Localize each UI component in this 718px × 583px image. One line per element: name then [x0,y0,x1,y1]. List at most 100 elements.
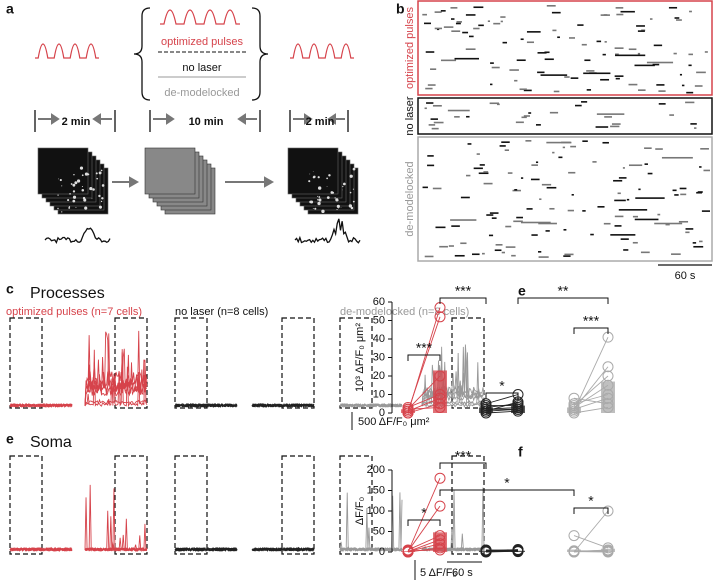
condition: no laser [182,62,221,74]
raster-event [488,234,494,237]
raster-event [523,115,531,117]
raster-event [696,71,706,74]
sig-label: *** [416,340,433,356]
y-tick-label: 100 [367,505,385,517]
cell-line [573,384,609,408]
trace [9,403,73,408]
raster-event [535,161,539,164]
cell-speck [336,204,340,208]
raster-event [671,253,681,255]
raster-event [632,215,638,218]
cell-speck [73,173,75,176]
pulse-train [290,43,354,59]
cell-point [434,530,446,542]
raster-event [440,59,457,62]
trace [9,546,73,552]
raster-event [500,16,506,18]
sig-bracket [517,297,609,304]
raster-event [425,51,435,53]
raster-event [562,146,566,149]
cell-speck [318,198,322,202]
raster-event [439,245,448,248]
raster-event [563,228,567,231]
raster-event [549,111,559,114]
cell-speck [92,188,95,191]
raster-event [473,167,483,170]
y-tick-label: 200 [367,464,385,476]
raster-event [513,220,523,223]
raster-event [685,228,694,230]
raster-event [567,209,574,212]
cell-speck [76,179,81,183]
raster-event [538,251,542,253]
cell-point [434,472,446,484]
raster-event [436,28,440,31]
cell-line [573,375,609,406]
raster-event [520,177,524,179]
raster-event [638,89,646,91]
cell-line [485,401,519,412]
brace [133,7,151,101]
raster-event [582,140,588,142]
cell-point [434,311,446,323]
raster-event [489,212,499,214]
raster-event [654,222,683,225]
raster-event [435,226,446,229]
time-window [451,455,485,555]
cell-point [602,361,614,373]
raster-event [604,41,607,43]
raster-event [530,178,540,181]
example-trace [294,218,361,244]
y-axis-label: ΔF/F₀ [354,497,366,525]
cell-point [402,403,414,415]
cell-speck [336,209,338,211]
raster-event [426,102,434,104]
raster-event [523,89,532,92]
raster-event [538,256,549,258]
sig-label: * [421,505,427,521]
raster-box [417,0,713,96]
raster-event [539,198,542,201]
raster-event [526,41,535,44]
cell-speck [100,200,103,203]
trace [84,516,148,552]
raster-event [615,53,619,56]
raster-event [681,84,685,87]
cell-speck [68,206,71,208]
pulse-train [35,43,99,59]
raster-event [616,13,624,16]
raster-event [422,13,427,16]
raster-event [618,177,627,179]
brace [251,7,269,101]
raster-event [637,30,645,32]
raster-event [466,115,470,118]
raster-event [489,102,499,105]
cell-speck [332,191,335,194]
cell-speck [100,169,103,172]
trace [251,403,315,408]
raster-event [568,171,576,174]
raster-event [672,189,677,192]
raster-event [494,249,502,252]
raster-event [467,143,472,145]
raster-event [540,74,568,76]
cell-speck [317,199,319,201]
cell-speck [58,178,59,180]
group-label: optimized pulses (n=7 cells) [6,306,142,318]
raster-event [450,219,477,221]
raster-event [456,21,463,23]
raster-event [686,91,694,94]
raster-event [618,209,648,211]
cell-point [434,500,446,512]
cell-speck [326,185,328,187]
cell-speck [317,186,322,190]
cell-point [602,505,614,517]
raster-event [545,230,550,232]
raster-event [692,242,697,244]
cell-speck [95,172,98,175]
raster-event [507,172,513,174]
raster-event [427,164,435,167]
trace [174,402,238,408]
raster-event [504,149,510,151]
raster-event [483,171,489,173]
